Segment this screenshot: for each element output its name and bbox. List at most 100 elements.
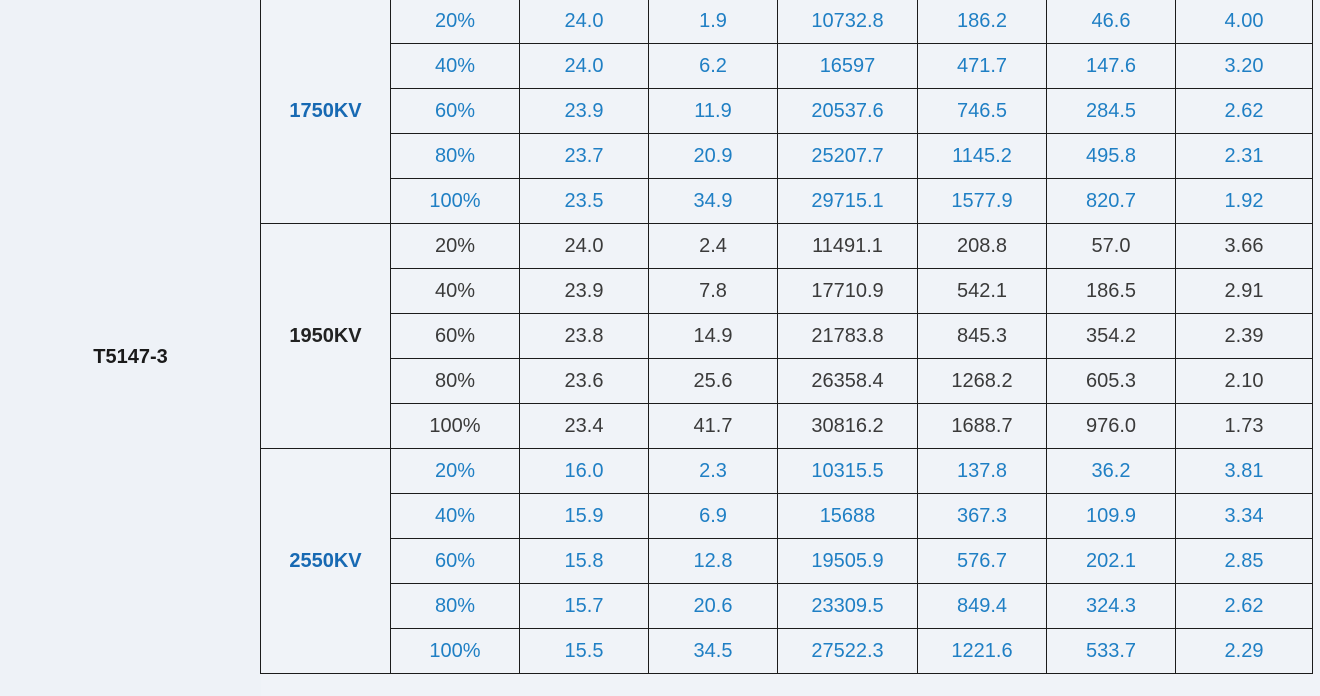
table-cell: 19505.9 — [777, 538, 918, 584]
table-cell: 80% — [390, 358, 520, 404]
table-cell: 23.6 — [519, 358, 649, 404]
table-cell: 10315.5 — [777, 448, 918, 494]
table-cell: 576.7 — [917, 538, 1047, 584]
table-cell: 542.1 — [917, 268, 1047, 314]
table-cell: 2.29 — [1175, 628, 1313, 674]
table-row: 1950KV 20% 24.0 2.4 11491.1 208.8 57.0 3.66 — [260, 223, 1313, 449]
table-cell: 605.3 — [1046, 358, 1176, 404]
voltage-group-label: 1950KV — [260, 223, 391, 449]
table-cell: 41.7 — [648, 403, 778, 449]
model-label: T5147-3 — [93, 345, 168, 368]
table-row: 100% 23.4 41.7 30816.2 1688.7 976.0 1.73 — [261, 403, 1313, 449]
table-cell: 849.4 — [917, 583, 1047, 629]
table-cell: 820.7 — [1046, 178, 1176, 224]
table-cell: 1.9 — [648, 0, 778, 44]
table-cell: 3.34 — [1175, 493, 1313, 539]
table-cell: 202.1 — [1046, 538, 1176, 584]
table-row: 60% 23.9 11.9 20537.6 746.5 284.5 2.62 — [261, 88, 1313, 134]
table-cell: 2.91 — [1175, 268, 1313, 314]
table-row: 80% 23.6 25.6 26358.4 1268.2 605.3 2.10 — [261, 358, 1313, 404]
model-cell: T5147-3 — [0, 0, 261, 696]
table-cell: 40% — [390, 268, 520, 314]
table-cell: 30816.2 — [777, 403, 918, 449]
table-cell: 100% — [390, 403, 520, 449]
table-cell: 20% — [390, 0, 520, 44]
table-cell: 16.0 — [519, 448, 649, 494]
performance-table: 1750KV 20% 24.0 1.9 10732.8 186.2 46.6 4.00 40% 2… — [260, 0, 1313, 674]
table-cell: 17710.9 — [777, 268, 918, 314]
table-cell: 40% — [390, 43, 520, 89]
table-cell: 1577.9 — [917, 178, 1047, 224]
table-cell: 1268.2 — [917, 358, 1047, 404]
table-cell: 20.9 — [648, 133, 778, 179]
table-cell: 100% — [390, 178, 520, 224]
table-cell: 23.4 — [519, 403, 649, 449]
table-row: 2550KV 20% 16.0 2.3 10315.5 137.8 36.2 3.81 — [260, 448, 1313, 674]
table-cell: 109.9 — [1046, 493, 1176, 539]
table-cell: 7.8 — [648, 268, 778, 314]
table-cell: 23309.5 — [777, 583, 918, 629]
table-cell: 24.0 — [519, 43, 649, 89]
table-cell: 80% — [390, 133, 520, 179]
table-cell: 4.00 — [1175, 0, 1313, 44]
table-cell: 25.6 — [648, 358, 778, 404]
table-cell: 2.62 — [1175, 88, 1313, 134]
table-cell: 137.8 — [917, 448, 1047, 494]
table-cell: 46.6 — [1046, 0, 1176, 44]
table-cell: 60% — [390, 313, 520, 359]
table-row: 100% 23.5 34.9 29715.1 1577.9 820.7 1.92 — [261, 178, 1313, 224]
table-cell: 1.73 — [1175, 403, 1313, 449]
table-row: 40% 24.0 6.2 16597 471.7 147.6 3.20 — [261, 43, 1313, 89]
table-cell: 29715.1 — [777, 178, 918, 224]
table-cell: 367.3 — [917, 493, 1047, 539]
table-cell: 60% — [390, 538, 520, 584]
table-cell: 20% — [390, 223, 520, 269]
table-cell: 60% — [390, 88, 520, 134]
table-cell: 6.9 — [648, 493, 778, 539]
table-row: 80% 23.7 20.9 25207.7 1145.2 495.8 2.31 — [261, 133, 1313, 179]
table-cell: 2.10 — [1175, 358, 1313, 404]
table-cell: 6.2 — [648, 43, 778, 89]
table-cell: 25207.7 — [777, 133, 918, 179]
table-cell: 845.3 — [917, 313, 1047, 359]
table-cell: 1.92 — [1175, 178, 1313, 224]
table-cell: 533.7 — [1046, 628, 1176, 674]
table-cell: 208.8 — [917, 223, 1047, 269]
table-cell: 34.5 — [648, 628, 778, 674]
table-cell: 23.5 — [519, 178, 649, 224]
table-cell: 471.7 — [917, 43, 1047, 89]
table-cell: 2.62 — [1175, 583, 1313, 629]
table-cell: 1145.2 — [917, 133, 1047, 179]
table-cell: 186.2 — [917, 0, 1047, 44]
table-cell: 2.39 — [1175, 313, 1313, 359]
table-cell: 15.9 — [519, 493, 649, 539]
table-cell: 186.5 — [1046, 268, 1176, 314]
table-cell: 15.5 — [519, 628, 649, 674]
table-cell: 36.2 — [1046, 448, 1176, 494]
table-cell: 26358.4 — [777, 358, 918, 404]
table-cell: 1688.7 — [917, 403, 1047, 449]
table-cell: 23.7 — [519, 133, 649, 179]
table-cell: 57.0 — [1046, 223, 1176, 269]
table-row: 40% 15.9 6.9 15688 367.3 109.9 3.34 — [261, 493, 1313, 539]
table-cell: 15.8 — [519, 538, 649, 584]
table-cell: 976.0 — [1046, 403, 1176, 449]
voltage-group-label: 2550KV — [260, 448, 391, 674]
table-cell: 2.31 — [1175, 133, 1313, 179]
table-cell: 284.5 — [1046, 88, 1176, 134]
table-cell: 34.9 — [648, 178, 778, 224]
table-cell: 16597 — [777, 43, 918, 89]
table-cell: 23.9 — [519, 88, 649, 134]
table-cell: 1221.6 — [917, 628, 1047, 674]
table-cell: 27522.3 — [777, 628, 918, 674]
table-cell: 3.20 — [1175, 43, 1313, 89]
table-cell: 14.9 — [648, 313, 778, 359]
table-cell: 20% — [390, 448, 520, 494]
table-cell: 15688 — [777, 493, 918, 539]
table-cell: 3.81 — [1175, 448, 1313, 494]
table-row: 100% 15.5 34.5 27522.3 1221.6 533.7 2.29 — [261, 628, 1313, 674]
table-cell: 324.3 — [1046, 583, 1176, 629]
table-cell: 20.6 — [648, 583, 778, 629]
table-cell: 24.0 — [519, 223, 649, 269]
table-cell: 40% — [390, 493, 520, 539]
